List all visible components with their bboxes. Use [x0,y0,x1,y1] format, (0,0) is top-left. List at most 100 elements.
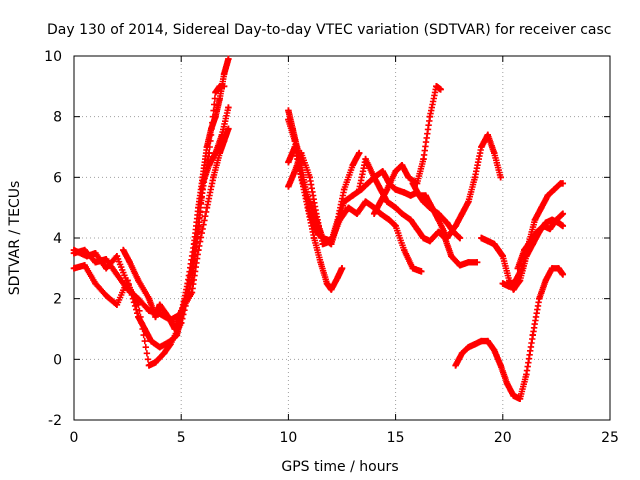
data-point [285,158,292,166]
data-point [135,277,142,284]
data-point [152,359,159,366]
data-point [443,219,451,227]
data-point [478,337,485,345]
data-point [484,237,491,245]
data-point [383,198,391,205]
x-tick-label: 5 [177,430,186,446]
data-point [178,307,185,314]
data-point [385,216,393,223]
data-point [171,325,178,333]
data-point [370,210,378,217]
data-point [285,183,292,190]
data-point [458,210,466,217]
data-point [156,301,163,308]
data-point [521,246,528,254]
data-point [531,216,539,223]
data-point [370,174,378,181]
data-point [514,265,522,272]
data-point [458,350,466,357]
data-point [298,174,305,181]
data-point [362,155,369,163]
data-point [225,104,232,111]
data-point [212,89,219,96]
data-point [349,162,356,169]
data-point [145,295,153,302]
data-point [506,283,513,290]
data-point [435,216,442,223]
y-tick-label: 0 [53,352,62,368]
data-point [428,204,436,211]
data-point [452,222,459,230]
data-point [437,86,444,93]
data-point [152,313,159,321]
data-point [418,268,425,275]
data-point [415,192,423,199]
data-point [81,262,88,269]
data-point [160,350,168,357]
data-point [407,192,414,199]
data-point [120,246,127,254]
data-point [210,174,217,181]
data-point [334,274,341,281]
data-point [491,347,498,354]
y-tick-label: 4 [53,231,62,247]
x-tick-label: 25 [601,430,619,446]
data-point [448,253,455,260]
data-point [340,186,348,193]
data-point [203,204,211,211]
data-point [420,234,427,242]
data-point [216,149,223,157]
chart-title: Day 130 of 2014, Sidereal Day-to-day VTE… [47,22,611,38]
data-point [285,116,292,123]
y-tick-label: 10 [44,49,62,65]
data-point [426,113,434,120]
axis-ticks: 0 5 10 15 20 25 -2 0 2 4 6 8 10 [44,49,619,446]
data-point [499,253,506,260]
data-point [497,362,504,369]
data-point [306,198,314,205]
data-point [456,234,464,242]
y-axis-label: SDTVAR / TECUs [7,181,23,296]
data-point [553,216,560,223]
data-point [409,265,416,272]
x-tick-label: 10 [279,430,297,446]
data-point [529,331,537,339]
data-point [413,225,421,233]
data-point [533,228,541,236]
data-point [510,392,517,399]
data-point [409,180,416,187]
data-point [523,371,530,378]
data-point [478,143,485,151]
data-point [323,280,331,287]
data-point [291,137,299,145]
data-point [512,277,519,284]
y-tick-label: 2 [53,292,62,308]
data-point [527,237,534,245]
data-point [465,198,472,205]
data-point [355,186,363,193]
data-point [540,222,547,230]
data-point [167,340,174,348]
data-point [102,292,110,299]
data-point [225,55,232,63]
data-point [478,234,485,242]
data-point [313,210,320,217]
series-13 [452,265,567,402]
data-point [491,149,498,157]
data-point [392,222,399,230]
data-point [510,286,517,293]
data-point [220,83,228,90]
series-10 [409,131,504,242]
data-point [113,271,121,278]
data-point [443,234,451,242]
data-point [126,259,133,266]
x-axis-label: GPS time / hours [281,459,398,475]
data-point [135,301,142,308]
data-point [328,237,335,245]
data-point [465,344,472,351]
data-point [538,204,545,211]
data-point [338,265,346,272]
data-point [452,362,459,369]
data-point [456,262,464,269]
data-point [392,168,399,175]
